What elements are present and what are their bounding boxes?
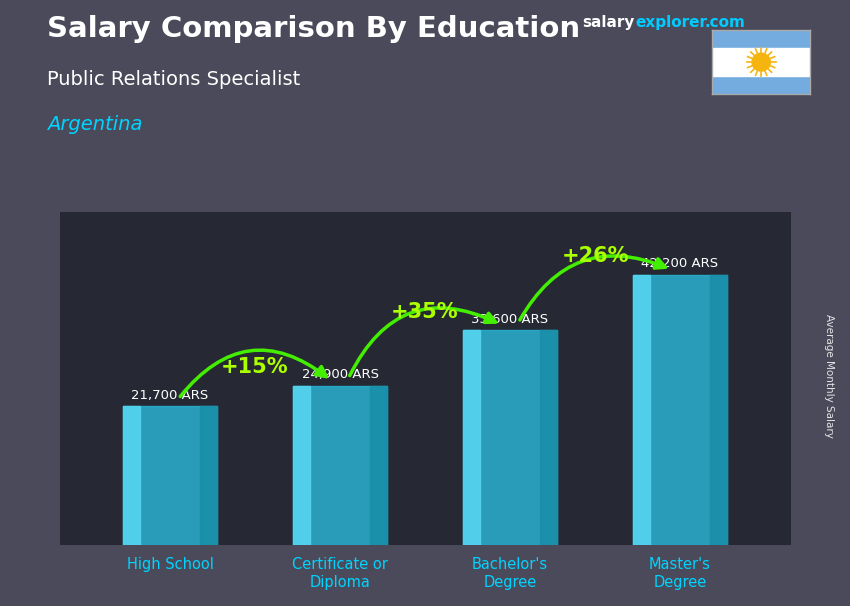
Text: 42,200 ARS: 42,200 ARS: [642, 258, 718, 270]
Bar: [633, 275, 727, 545]
Bar: [463, 330, 480, 545]
Bar: [293, 386, 387, 545]
Text: salary: salary: [582, 15, 635, 30]
Circle shape: [752, 53, 770, 71]
Text: +35%: +35%: [391, 302, 459, 322]
Bar: [123, 406, 217, 545]
Bar: [712, 48, 810, 76]
Text: .com: .com: [705, 15, 745, 30]
Bar: [540, 330, 557, 545]
Text: Salary Comparison By Education: Salary Comparison By Education: [47, 15, 580, 43]
Bar: [710, 275, 727, 545]
Text: 33,600 ARS: 33,600 ARS: [472, 313, 548, 325]
Text: +26%: +26%: [561, 247, 629, 267]
Text: Argentina: Argentina: [47, 115, 142, 134]
Text: explorer: explorer: [635, 15, 707, 30]
Text: 24,900 ARS: 24,900 ARS: [302, 368, 378, 381]
Bar: [370, 386, 387, 545]
Text: Average Monthly Salary: Average Monthly Salary: [824, 314, 834, 438]
Text: 21,700 ARS: 21,700 ARS: [132, 389, 208, 402]
Bar: [463, 330, 557, 545]
Bar: [200, 406, 217, 545]
Bar: [123, 406, 140, 545]
Text: +15%: +15%: [221, 358, 289, 378]
Bar: [633, 275, 650, 545]
Bar: [293, 386, 310, 545]
Text: Public Relations Specialist: Public Relations Specialist: [47, 70, 300, 88]
